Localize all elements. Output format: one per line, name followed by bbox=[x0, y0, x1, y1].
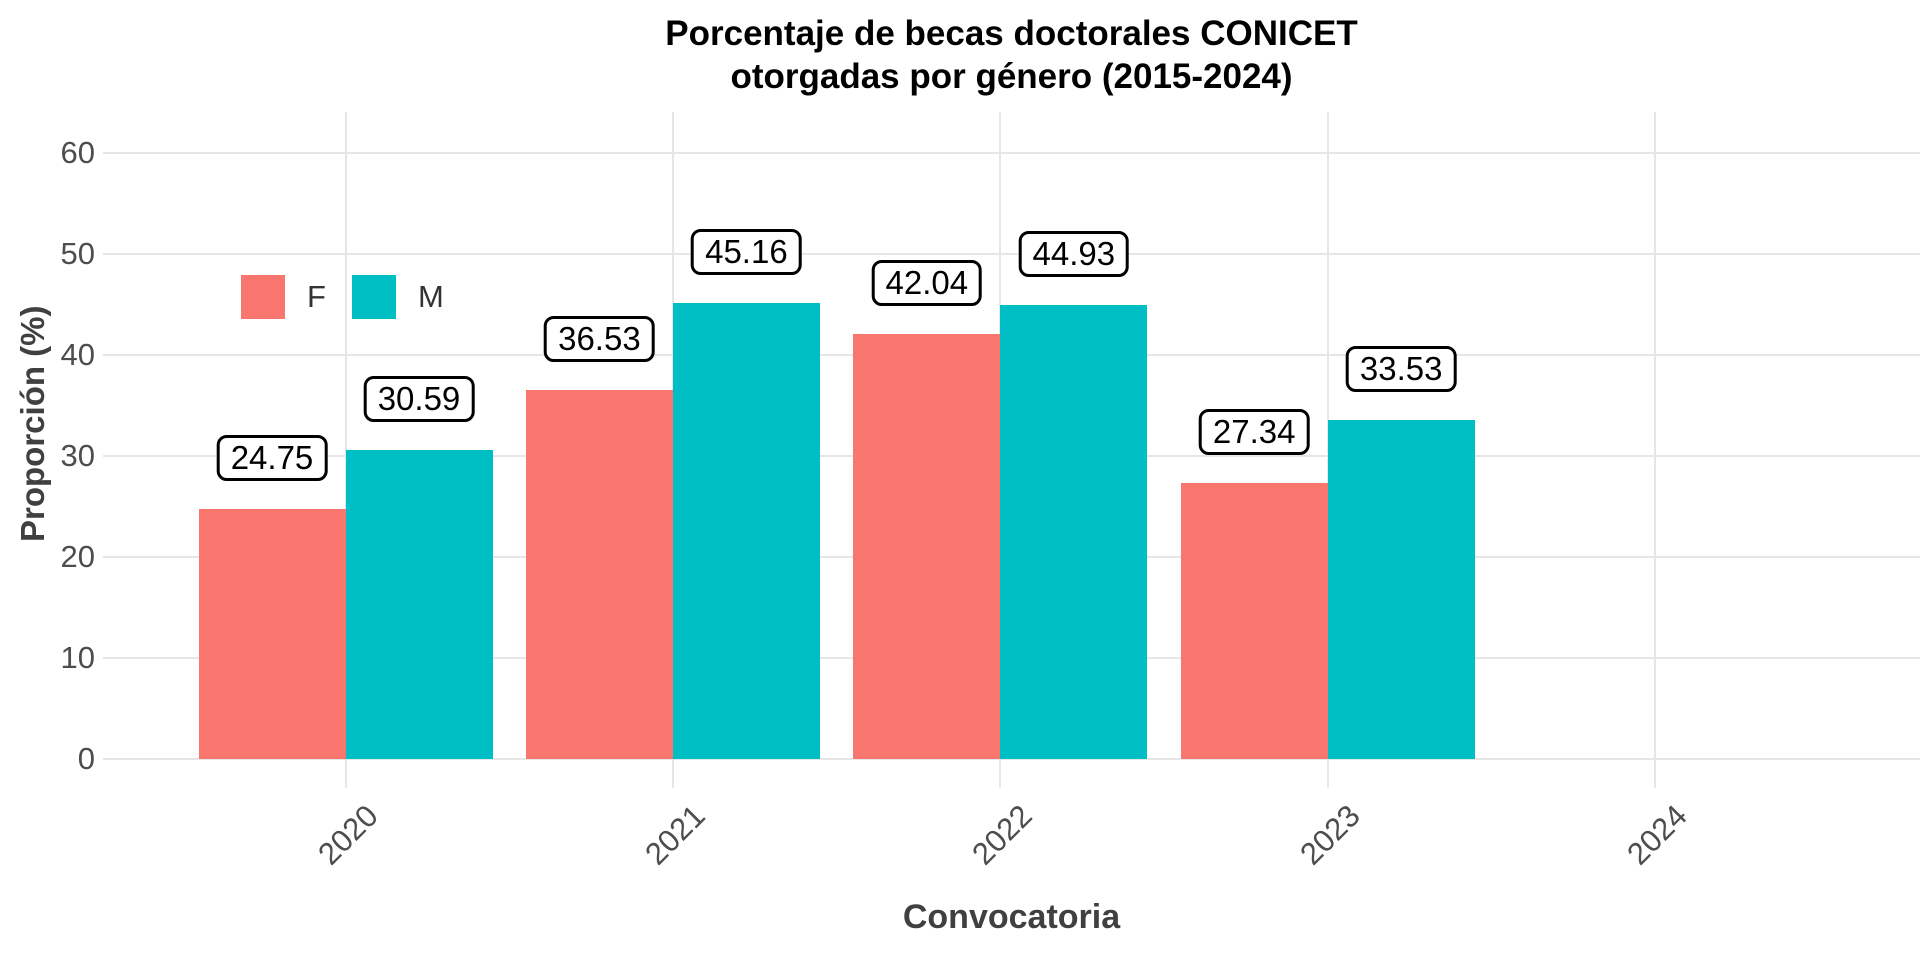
chart-title-line-1: Porcentaje de becas doctorales CONICET bbox=[665, 14, 1358, 53]
plot-area: 24.75 36.53 42.04 27.34 30.59 45.16 44.93 33.53… bbox=[103, 112, 1920, 788]
y-tick-label-10: 10 bbox=[60, 640, 95, 675]
value-label-m-2021: 45.16 bbox=[691, 228, 802, 275]
y-tick-label-30: 30 bbox=[60, 438, 95, 473]
value-label-f-2023: 27.34 bbox=[1198, 408, 1310, 455]
bar-m-2022 bbox=[1000, 305, 1148, 759]
x-tick-label-2023: 2023 bbox=[1292, 798, 1367, 872]
bar-m-2020 bbox=[345, 450, 493, 759]
x-tick-label-2022: 2022 bbox=[965, 798, 1040, 872]
gridline-x-2024 bbox=[1654, 112, 1657, 788]
legend-swatch-f bbox=[241, 275, 285, 319]
legend: F M bbox=[241, 275, 444, 319]
y-tick-label-40: 40 bbox=[60, 337, 95, 372]
value-label-f-2020: 24.75 bbox=[216, 435, 328, 482]
legend-item-f: F bbox=[241, 275, 326, 319]
gridline-y-50 bbox=[103, 253, 1920, 255]
bar-f-2020 bbox=[198, 509, 346, 759]
x-tick-label-2024: 2024 bbox=[1620, 798, 1694, 872]
x-tick-label-2021: 2021 bbox=[638, 798, 712, 872]
bar-f-2022 bbox=[853, 334, 1001, 759]
legend-label-m: M bbox=[417, 279, 444, 314]
value-label-m-2020: 30.59 bbox=[363, 376, 475, 423]
legend-item-m: M bbox=[351, 275, 444, 319]
bar-m-2021 bbox=[672, 302, 820, 759]
gridline-y-60 bbox=[103, 152, 1920, 154]
value-label-f-2022: 42.04 bbox=[871, 260, 983, 307]
y-tick-label-60: 60 bbox=[60, 135, 95, 170]
bar-f-2023 bbox=[1180, 482, 1328, 759]
legend-swatch-m bbox=[351, 275, 396, 319]
gridline-x-2020 bbox=[344, 112, 347, 788]
x-tick-label-2020: 2020 bbox=[310, 798, 385, 872]
y-axis-tick-labels: 0 10 20 30 40 50 60 bbox=[0, 0, 95, 960]
y-tick-label-50: 50 bbox=[60, 236, 95, 271]
chart-title-line-2: otorgadas por género (2015-2024) bbox=[730, 57, 1293, 96]
chart-title: Porcentaje de becas doctorales CONICET o… bbox=[103, 12, 1920, 98]
y-tick-label-0: 0 bbox=[77, 741, 95, 776]
value-label-f-2021: 36.53 bbox=[544, 316, 655, 363]
bar-m-2023 bbox=[1327, 420, 1475, 759]
value-label-m-2022: 44.93 bbox=[1018, 231, 1130, 278]
bar-f-2021 bbox=[525, 390, 673, 759]
legend-label-f: F bbox=[307, 279, 326, 314]
y-tick-label-20: 20 bbox=[60, 539, 95, 574]
value-label-m-2023: 33.53 bbox=[1345, 346, 1457, 393]
gridline-y-0 bbox=[103, 758, 1920, 760]
x-axis-title: Convocatoria bbox=[902, 898, 1121, 936]
